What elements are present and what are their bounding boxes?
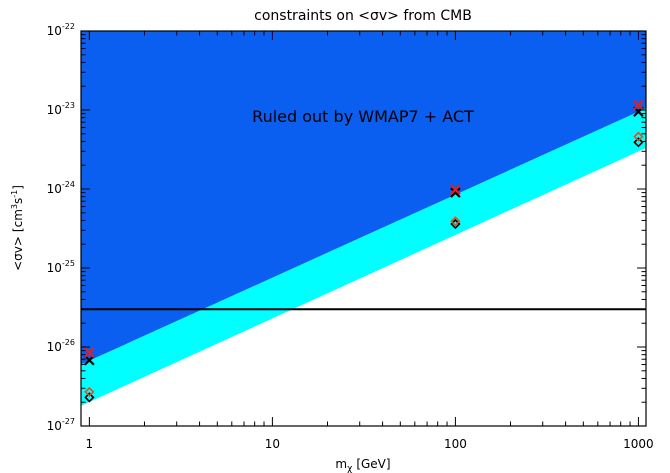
ruled-out-annotation: Ruled out by WMAP7 + ACT — [252, 107, 474, 126]
y-tick-label: 10-26 — [47, 338, 75, 354]
y-tick-label: 10-23 — [47, 101, 75, 117]
chart-title: constraints on <σv> from CMB — [254, 8, 472, 24]
data-point-cross — [633, 99, 644, 111]
y-tick-label: 10-25 — [47, 259, 75, 275]
data-point-cross — [450, 184, 461, 195]
x-axis-title: mχ [GeV] — [335, 457, 390, 473]
y-axis-unit-open: [cm — [11, 209, 25, 232]
x-tick-label: 1000 — [623, 437, 654, 451]
y-tick-label: 10-22 — [47, 22, 75, 38]
region-band — [81, 108, 646, 406]
x-axis-symbol: m — [335, 457, 347, 471]
data-point-diamond — [84, 392, 95, 403]
x-tick-label: 10 — [265, 437, 280, 451]
y-axis-symbol: <σv> — [11, 236, 25, 271]
x-tick-label: 1 — [86, 437, 94, 451]
data-point-diamond — [633, 131, 644, 142]
y-axis-unit-mid: s — [11, 198, 25, 204]
y-axis-unit-sup2: -1 — [10, 190, 19, 198]
x-axis-unit: [GeV] — [356, 457, 390, 471]
data-point-cross — [450, 187, 461, 198]
data-point-diamond — [633, 137, 644, 148]
plot-frame — [80, 30, 647, 427]
region-ruled-out — [81, 31, 646, 365]
markers-layer — [84, 99, 644, 403]
y-axis-title: <σv> [cm3s-1] — [10, 185, 25, 271]
y-axis-unit-close: ] — [11, 185, 25, 190]
data-point-diamond — [450, 216, 461, 227]
ticks-layer: 1 10 100 1000 10-27 10-26 10-25 10-24 10-23 10-22 — [47, 22, 654, 451]
regions-layer — [81, 31, 646, 406]
x-tick-label: 100 — [444, 437, 467, 451]
y-tick-label: 10-24 — [47, 180, 75, 196]
x-axis-subscript: χ — [347, 464, 352, 473]
data-point-diamond — [84, 386, 95, 398]
y-axis-unit-sup1: 3 — [10, 204, 19, 209]
data-point-cross — [84, 354, 95, 366]
data-point-cross — [84, 347, 95, 358]
y-tick-label: 10-27 — [47, 417, 75, 433]
